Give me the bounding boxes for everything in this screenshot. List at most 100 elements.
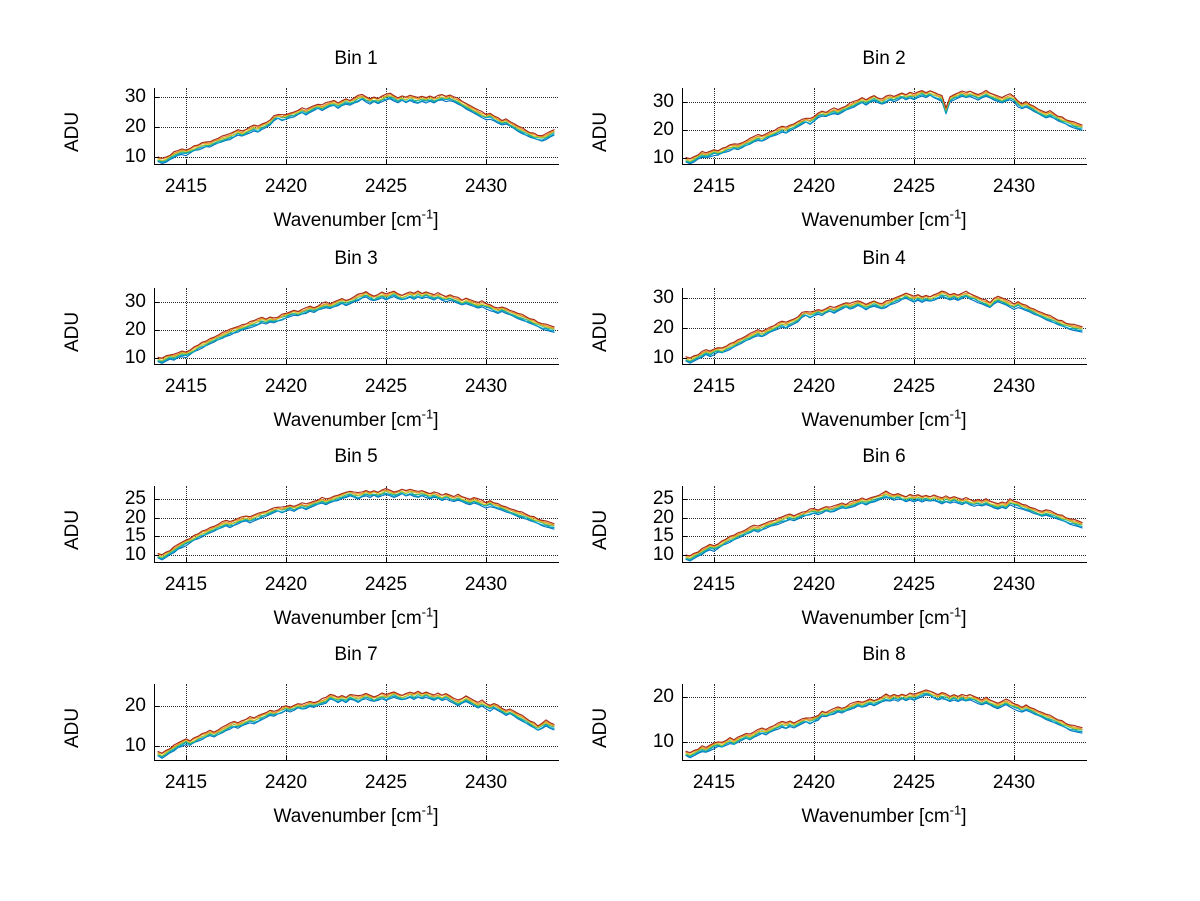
- y-tick-label: 10: [124, 735, 146, 756]
- y-tick-mark: [682, 697, 687, 699]
- x-tick-label: 2420: [792, 574, 836, 595]
- subplot-panel-4: Bin 4 2415 2420 2425 2430 10 20 30 ADU Wavenumber…: [572, 248, 1096, 444]
- x-axis-label-exponent: -1: [421, 406, 434, 422]
- trace-line: [158, 99, 554, 164]
- x-axis-label-exponent: -1: [949, 604, 962, 620]
- y-tick-label: 10: [124, 543, 146, 565]
- trace-line: [686, 690, 1082, 753]
- x-tick-label: 2415: [164, 574, 208, 595]
- x-tick-mark: [486, 360, 487, 365]
- gridline-vertical: [1014, 486, 1016, 562]
- trace-line: [686, 296, 1082, 362]
- y-tick-mark: [154, 96, 159, 98]
- x-tick-label: 2425: [892, 376, 936, 397]
- y-axis-line: [154, 288, 155, 365]
- panel-title-1: Bin 1: [334, 48, 378, 69]
- trace-line: [158, 494, 554, 560]
- y-axis-line: [154, 486, 155, 563]
- x-axis-label-text: Wavenumber [cm: [801, 410, 950, 431]
- trace-group-5: [154, 486, 558, 562]
- x-tick-mark: [814, 558, 815, 563]
- x-axis-label-bracket: ]: [433, 410, 439, 431]
- x-tick-label: 2415: [164, 176, 208, 197]
- y-axis-line: [682, 288, 683, 365]
- x-axis-label: Wavenumber [cm-1]: [682, 604, 1086, 630]
- x-tick-label: 2425: [892, 176, 936, 197]
- x-tick-label: 2430: [464, 574, 508, 595]
- y-axis-line: [154, 684, 155, 761]
- x-tick-mark: [714, 558, 715, 563]
- y-axis-label: ADU: [590, 111, 611, 152]
- trace-group-8: [682, 684, 1086, 760]
- x-axis-label-text: Wavenumber [cm: [273, 210, 422, 231]
- plot-area-8: [682, 684, 1087, 761]
- trace-line: [686, 497, 1082, 560]
- y-axis-label: ADU: [62, 111, 83, 152]
- y-tick-mark: [682, 130, 687, 132]
- gridline-horizontal: [682, 554, 1086, 557]
- x-tick-label: 2430: [464, 176, 508, 197]
- x-tick-mark: [486, 558, 487, 563]
- gridline-horizontal: [682, 742, 1086, 744]
- trace-line: [686, 93, 1082, 161]
- gridline-horizontal: [682, 536, 1086, 538]
- gridline-vertical: [286, 88, 288, 164]
- x-axis-label-text: Wavenumber [cm: [801, 806, 950, 827]
- gridline-horizontal: [154, 706, 558, 708]
- gridline-horizontal: [154, 554, 558, 557]
- x-axis-label-text: Wavenumber [cm: [273, 806, 422, 827]
- trace-line: [158, 693, 554, 755]
- y-axis-line: [682, 88, 683, 165]
- x-tick-label: 2420: [792, 176, 836, 197]
- y-axis-line: [154, 88, 155, 165]
- x-axis-label-bracket: ]: [961, 608, 967, 629]
- x-tick-mark: [814, 360, 815, 365]
- x-tick-label: 2420: [264, 176, 308, 197]
- y-axis-label: ADU: [62, 509, 83, 550]
- trace-line: [686, 291, 1082, 358]
- x-axis-label: Wavenumber [cm-1]: [682, 208, 1086, 232]
- trace-line: [158, 691, 554, 753]
- x-tick-label: 2430: [992, 574, 1036, 595]
- x-tick-mark: [814, 756, 815, 761]
- x-tick-label: 2420: [792, 376, 836, 397]
- gridline-horizontal: [682, 130, 1086, 132]
- trace-line: [686, 494, 1082, 558]
- y-tick-mark: [682, 158, 687, 160]
- x-tick-mark: [714, 756, 715, 761]
- x-tick-mark: [386, 558, 387, 563]
- x-axis-label-exponent: -1: [421, 802, 434, 818]
- x-tick-label: 2415: [692, 574, 736, 595]
- x-tick-mark: [386, 360, 387, 365]
- y-tick-label: 30: [652, 287, 674, 309]
- x-tick-label: 2430: [992, 772, 1036, 793]
- trace-group-6: [682, 486, 1086, 562]
- gridline-vertical: [386, 684, 388, 760]
- gridline-horizontal: [154, 536, 558, 538]
- trace-line: [686, 92, 1082, 161]
- gridline-vertical: [914, 88, 916, 164]
- x-axis-label-text: Wavenumber [cm: [273, 608, 422, 629]
- x-axis-line: [682, 364, 1087, 365]
- gridline-vertical: [814, 486, 816, 562]
- trace-line: [158, 97, 554, 162]
- x-tick-mark: [486, 160, 487, 165]
- gridline-horizontal: [682, 298, 1086, 300]
- plot-area-7: [154, 684, 559, 761]
- x-tick-label: 2420: [264, 376, 308, 397]
- trace-line: [158, 491, 554, 557]
- gridline-vertical: [286, 684, 288, 760]
- trace-line: [158, 491, 554, 557]
- x-tick-label: 2430: [992, 176, 1036, 197]
- panel-title-2: Bin 2: [862, 48, 906, 69]
- y-tick-label: 10: [652, 147, 674, 169]
- x-tick-mark: [486, 756, 487, 761]
- y-tick-mark: [154, 156, 159, 158]
- x-axis-line: [682, 164, 1087, 165]
- x-axis-label: Wavenumber [cm-1]: [154, 406, 558, 432]
- x-axis-label-bracket: ]: [433, 608, 439, 629]
- x-tick-label: 2420: [792, 772, 836, 793]
- trace-line: [158, 493, 554, 558]
- x-tick-mark: [186, 160, 187, 165]
- y-tick-mark: [682, 517, 687, 519]
